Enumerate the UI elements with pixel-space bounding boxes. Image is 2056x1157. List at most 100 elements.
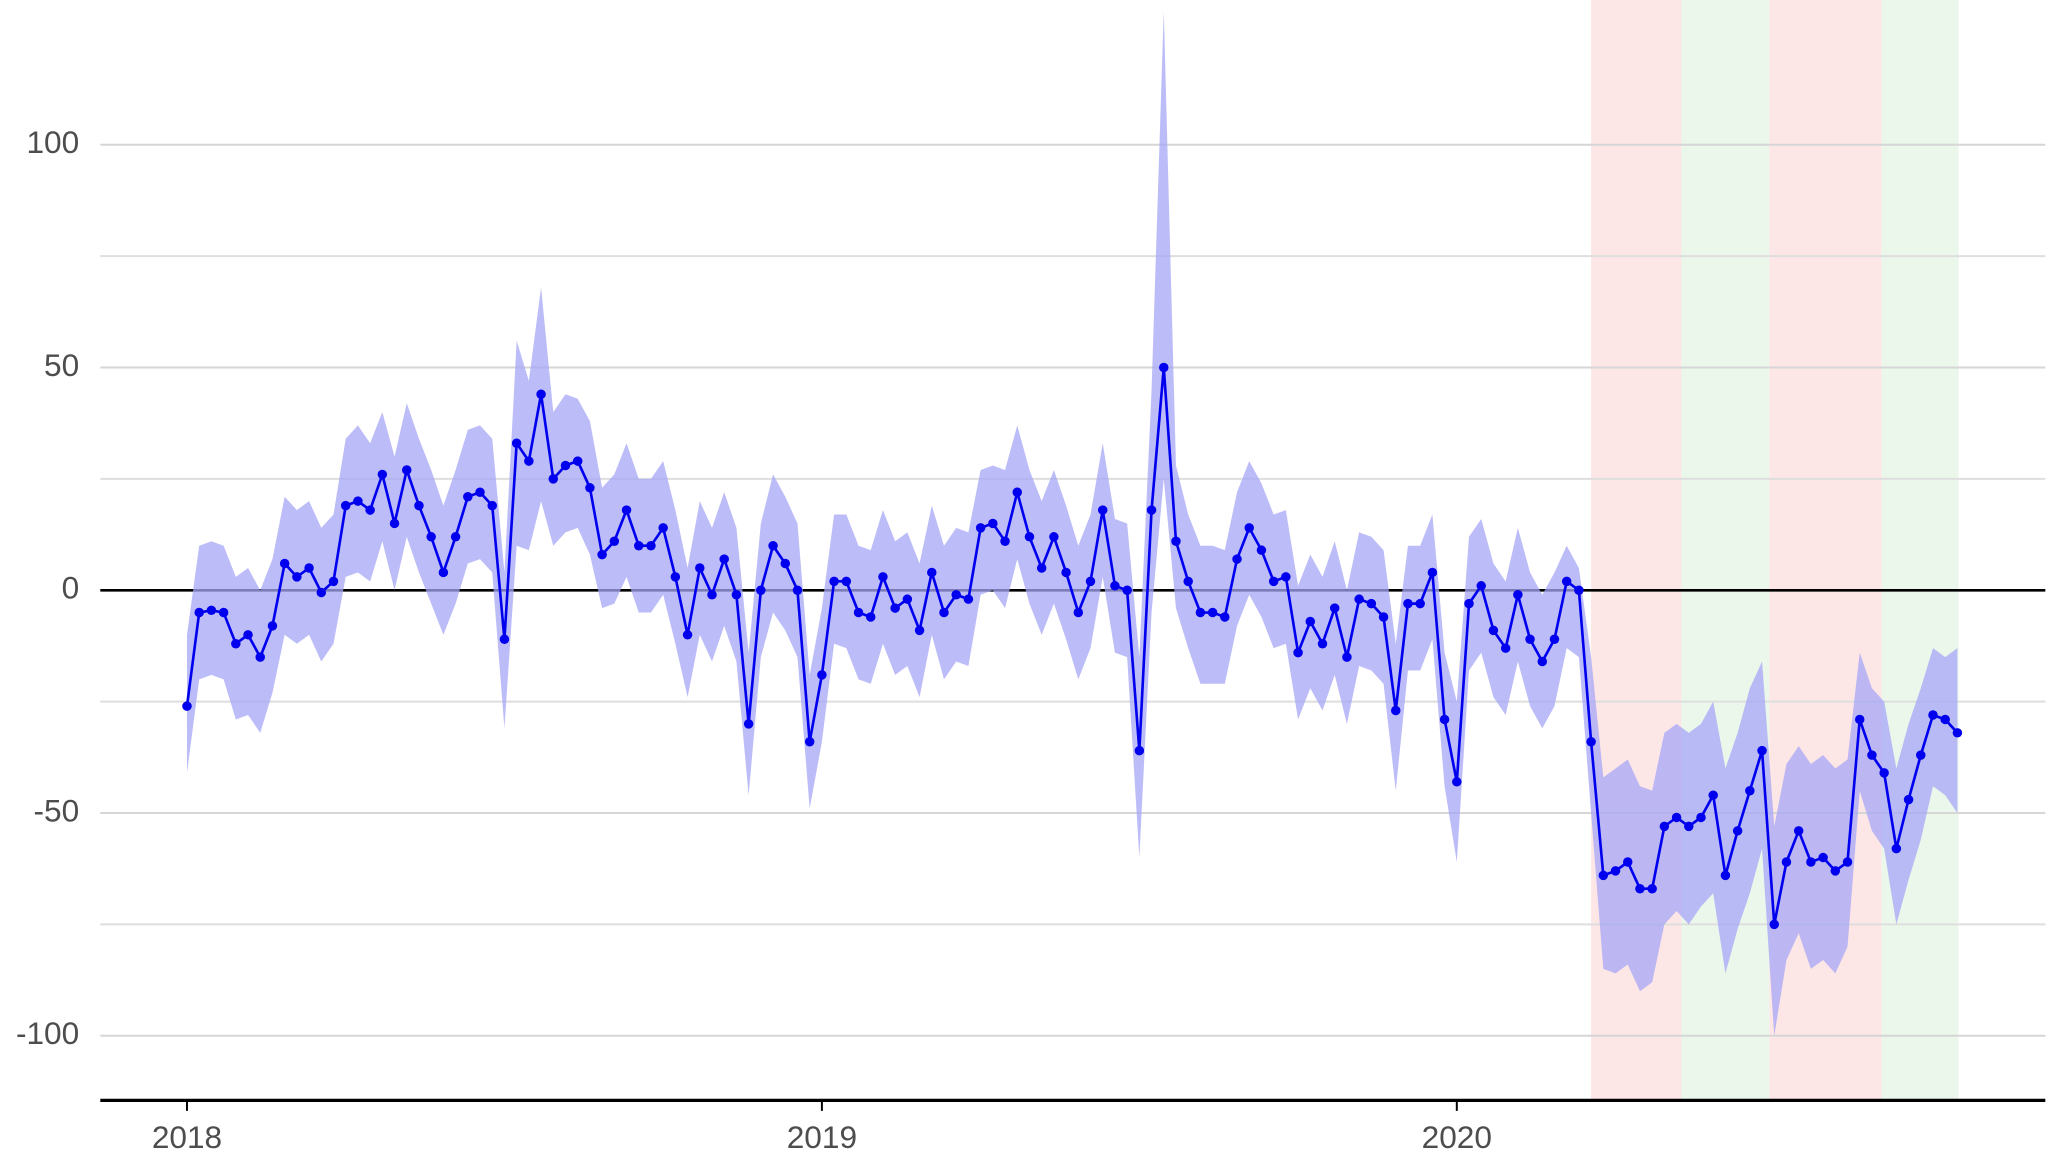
- point: [1281, 572, 1291, 582]
- x-tick-label: 2020: [1422, 1119, 1492, 1155]
- point: [927, 567, 937, 578]
- point: [1061, 567, 1071, 578]
- point: [1073, 607, 1084, 618]
- point: [1159, 362, 1169, 373]
- point: [1903, 794, 1914, 805]
- point: [975, 523, 986, 533]
- point: [1525, 634, 1535, 645]
- point: [1024, 532, 1035, 542]
- y-tick-label: 0: [62, 570, 80, 606]
- point: [878, 572, 888, 582]
- y-tick-label: -50: [34, 792, 80, 828]
- point: [621, 505, 632, 515]
- confidence-band: [186, 11, 1958, 1036]
- x-tick-label: 2018: [152, 1119, 222, 1155]
- point: [487, 500, 497, 511]
- point: [1317, 638, 1328, 649]
- point: [1195, 607, 1206, 618]
- point: [1000, 536, 1010, 547]
- point: [1293, 647, 1303, 658]
- point: [817, 670, 827, 680]
- point: [511, 438, 522, 448]
- point: [1171, 536, 1181, 547]
- point: [414, 500, 424, 511]
- point: [1745, 785, 1755, 796]
- point: [743, 719, 754, 729]
- point: [1830, 866, 1841, 876]
- point: [1952, 728, 1963, 738]
- x-tick-label: 2019: [787, 1119, 857, 1155]
- point: [328, 576, 339, 587]
- point: [255, 652, 265, 662]
- point: [646, 540, 656, 551]
- point: [267, 621, 278, 631]
- point: [426, 532, 436, 542]
- point: [1403, 598, 1413, 609]
- point: [377, 469, 388, 480]
- point: [682, 630, 693, 640]
- point: [670, 572, 681, 582]
- shaded-region: [1881, 0, 1959, 1101]
- point: [707, 589, 717, 600]
- point: [780, 558, 791, 569]
- point: [902, 594, 913, 604]
- point: [1391, 705, 1401, 716]
- point: [841, 576, 852, 587]
- point: [1049, 532, 1059, 542]
- point: [499, 634, 510, 645]
- point: [463, 491, 473, 502]
- point: [1537, 656, 1548, 667]
- y-tick-label: 100: [26, 124, 79, 160]
- point: [756, 585, 766, 596]
- point: [609, 536, 620, 547]
- point: [1085, 576, 1096, 587]
- point: [572, 456, 583, 466]
- point: [1354, 594, 1364, 604]
- point: [865, 612, 876, 622]
- point: [939, 607, 949, 618]
- point: [1806, 857, 1816, 867]
- point: [1684, 821, 1694, 832]
- point: [695, 563, 705, 573]
- point: [1879, 768, 1889, 778]
- point: [1146, 505, 1157, 515]
- point: [1232, 554, 1242, 564]
- point: [536, 389, 546, 399]
- point: [1305, 616, 1316, 627]
- point: [243, 630, 253, 640]
- point: [475, 487, 485, 497]
- point: [231, 638, 241, 649]
- point: [1268, 576, 1279, 587]
- point: [829, 576, 839, 587]
- point: [365, 505, 375, 515]
- point: [1439, 714, 1450, 725]
- point: [450, 532, 461, 542]
- point: [182, 701, 192, 711]
- point: [1256, 545, 1267, 555]
- point: [1476, 581, 1486, 591]
- point: [1708, 790, 1718, 800]
- point: [585, 483, 595, 493]
- point: [988, 518, 998, 529]
- point: [804, 736, 815, 747]
- point: [1696, 812, 1706, 823]
- point: [1110, 581, 1120, 591]
- y-tick-label: -100: [16, 1015, 79, 1051]
- point: [1122, 585, 1132, 596]
- point: [1366, 598, 1377, 609]
- point: [1207, 607, 1218, 618]
- point: [1940, 714, 1950, 725]
- point: [1671, 812, 1682, 823]
- point: [1134, 745, 1145, 756]
- point: [1097, 505, 1108, 515]
- point: [1549, 634, 1560, 645]
- point: [1464, 598, 1474, 609]
- point: [1891, 843, 1902, 854]
- point: [1659, 821, 1670, 832]
- point: [1842, 857, 1853, 867]
- point: [1513, 589, 1523, 600]
- point: [194, 607, 204, 618]
- point: [914, 625, 925, 636]
